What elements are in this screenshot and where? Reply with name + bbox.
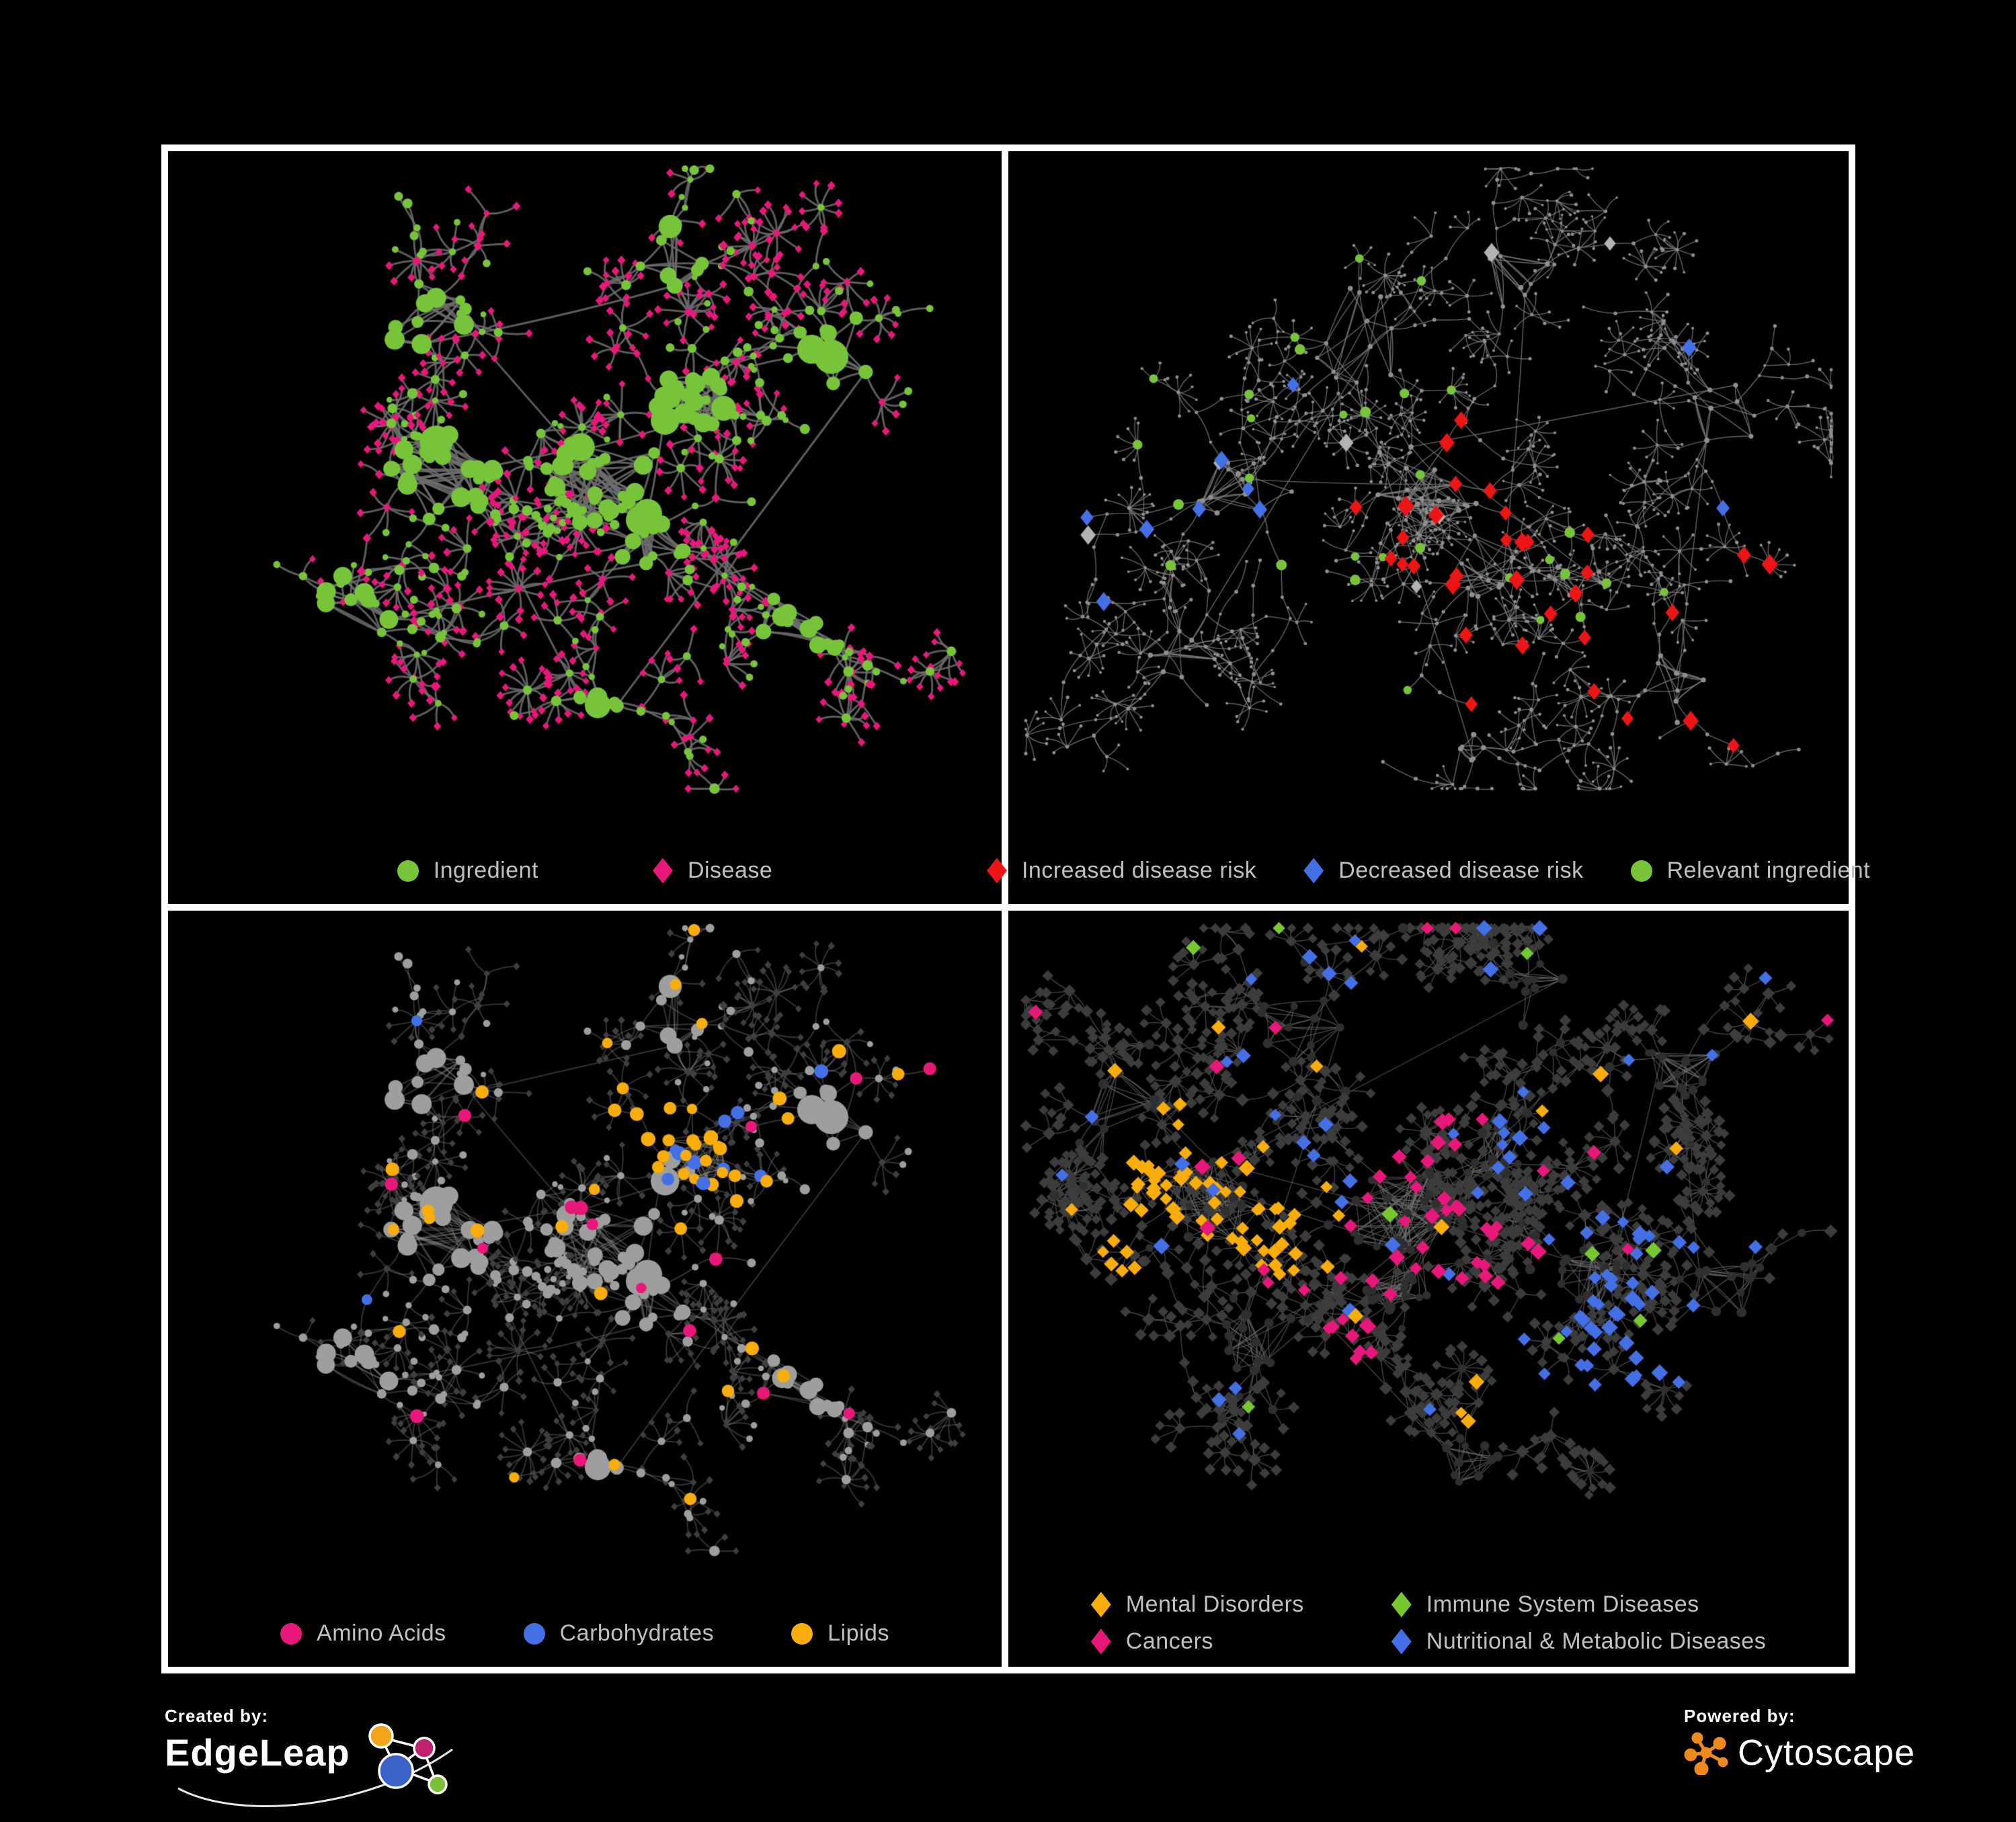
legend-disease-risk: Increased disease risk Decreased disease … [986, 858, 1870, 884]
cytoscape-logo-icon [1684, 1732, 1728, 1775]
legend-disease-classes: Mental Disorders Immune System Diseases Ca… [1090, 1591, 1767, 1655]
legend-label: Nutritional & Metabolic Diseases [1426, 1628, 1767, 1654]
legend-label: Cancers [1125, 1628, 1213, 1654]
legend-item-amino-acids: Amino Acids [280, 1620, 446, 1647]
powered-by-block: Powered by: Cytoscape [1684, 1706, 1966, 1820]
network-graph-disease-risk [1008, 151, 1849, 904]
network-graph-nutrient-classes [168, 911, 1002, 1667]
circle-marker-icon [523, 1622, 545, 1645]
legend-label: Relevant ingredient [1666, 858, 1871, 883]
circle-marker-icon [280, 1622, 303, 1645]
cytoscape-logo-text: Cytoscape [1738, 1733, 1916, 1773]
diamond-marker-icon [1391, 1628, 1412, 1655]
diamond-marker-icon [1391, 1591, 1412, 1618]
legend-item-decreased-disease-risk: Decreased disease risk [1303, 858, 1583, 884]
legend-item-nutritional-metabolic-diseases: Nutritional & Metabolic Diseases [1391, 1628, 1767, 1655]
edgeleap-logo-text: EdgeLeap [165, 1731, 350, 1774]
legend-label: Carbohydrates [559, 1620, 715, 1646]
legend-item-increased-disease-risk: Increased disease risk [986, 858, 1257, 884]
legend-label: Disease [687, 858, 773, 883]
panel-ingredient-disease-network: Ingredient Disease [161, 144, 1008, 911]
network-graph-ingredient-disease [168, 151, 1002, 904]
legend-item-disease: Disease [652, 858, 773, 884]
created-by-block: Created by: EdgeLeap [165, 1706, 541, 1820]
created-by-label: Created by: [165, 1706, 269, 1726]
diamond-marker-icon [1090, 1628, 1111, 1655]
legend-item-mental-disorders: Mental Disorders [1090, 1591, 1304, 1618]
legend-ingredient-disease: Ingredient Disease [168, 858, 1002, 884]
legend-item-relevant-ingredient: Relevant ingredient [1630, 858, 1871, 884]
diamond-marker-icon [986, 858, 1007, 884]
legend-item-ingredient: Ingredient [397, 858, 538, 884]
powered-by-label: Powered by: [1684, 1706, 1796, 1726]
panel-nutrient-class-network: Amino Acids Carbohydrates Lipids [161, 904, 1008, 1673]
network-graph-disease-classes [1008, 911, 1849, 1667]
diamond-marker-icon [1090, 1591, 1111, 1618]
legend-label: Ingredient [433, 858, 538, 883]
panel-disease-risk-network: Increased disease risk Decreased disease … [986, 144, 1870, 911]
legend-label: Decreased disease risk [1338, 858, 1584, 883]
legend-item-lipids: Lipids [791, 1620, 889, 1647]
legend-label: Amino Acids [317, 1620, 446, 1646]
legend-label: Immune System Diseases [1426, 1591, 1699, 1617]
panel-disease-class-network: Mental Disorders Immune System Diseases Ca… [1002, 904, 1855, 1673]
diamond-marker-icon [1303, 858, 1324, 884]
legend-label: Increased disease risk [1021, 858, 1257, 883]
legend-label: Mental Disorders [1125, 1591, 1304, 1617]
diamond-marker-icon [652, 858, 673, 884]
circle-marker-icon [397, 860, 419, 882]
circle-marker-icon [1630, 860, 1652, 882]
circle-marker-icon [791, 1622, 813, 1645]
legend-label: Lipids [828, 1620, 889, 1646]
legend-item-carbohydrates: Carbohydrates [523, 1620, 715, 1647]
legend-item-cancers: Cancers [1090, 1628, 1304, 1655]
legend-nutrient-classes: Amino Acids Carbohydrates Lipids [168, 1620, 1002, 1647]
legend-item-immune-system-diseases: Immune System Diseases [1391, 1591, 1766, 1618]
